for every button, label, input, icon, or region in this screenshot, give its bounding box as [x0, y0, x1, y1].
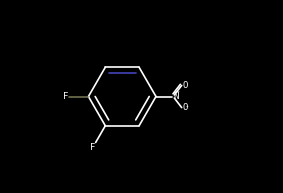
Text: F: F	[63, 92, 68, 101]
Text: +: +	[176, 88, 180, 93]
Text: O: O	[183, 80, 188, 90]
Text: O: O	[183, 103, 188, 113]
Text: F: F	[89, 143, 95, 152]
Text: ⁻: ⁻	[185, 103, 189, 113]
Text: N: N	[173, 92, 178, 101]
